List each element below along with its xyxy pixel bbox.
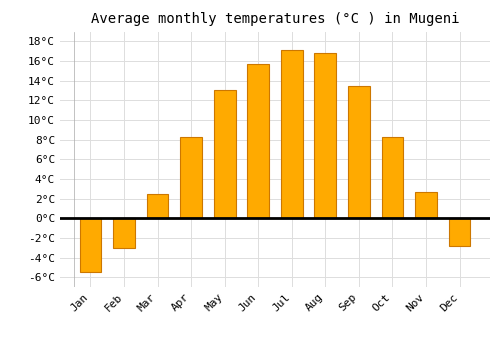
Bar bbox=[281, 50, 302, 218]
Title: Average monthly temperatures (°C ) in Mugeni: Average monthly temperatures (°C ) in Mu… bbox=[91, 12, 459, 26]
Bar bbox=[348, 85, 370, 218]
Bar bbox=[146, 194, 169, 218]
Bar bbox=[180, 136, 202, 218]
Bar bbox=[214, 90, 236, 218]
Bar bbox=[314, 53, 336, 218]
Bar bbox=[415, 192, 437, 218]
Bar bbox=[382, 136, 404, 218]
Bar bbox=[113, 218, 135, 248]
Bar bbox=[248, 64, 269, 218]
Bar bbox=[448, 218, 470, 246]
Bar bbox=[80, 218, 102, 272]
